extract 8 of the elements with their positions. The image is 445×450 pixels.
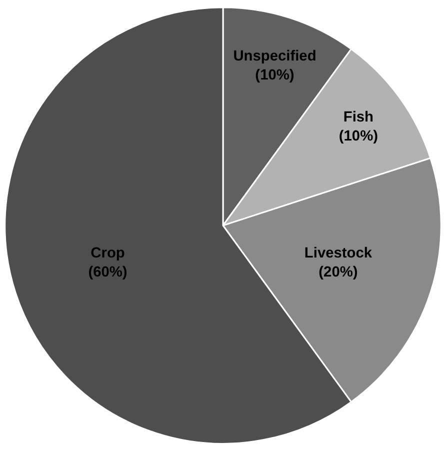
- data-label: (20%): [318, 264, 358, 281]
- data-label: (10%): [338, 128, 378, 145]
- data-label: (10%): [255, 68, 294, 84]
- slice-label: Crop: [90, 245, 125, 262]
- slice-label: Livestock: [304, 245, 373, 262]
- slice-label: Fish: [343, 109, 374, 126]
- slice-label: Unspecified: [233, 48, 316, 64]
- data-label: (60%): [88, 264, 128, 281]
